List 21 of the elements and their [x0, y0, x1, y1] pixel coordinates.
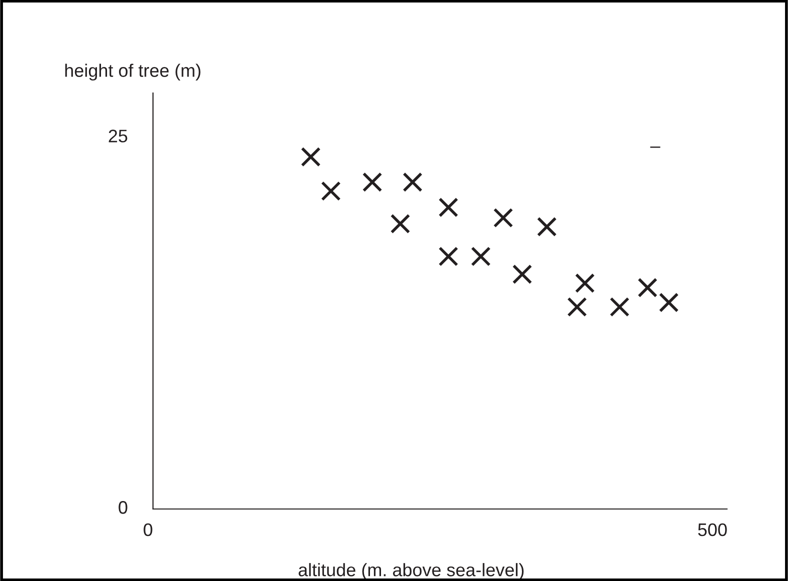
point [658, 292, 679, 312]
point [493, 208, 514, 228]
point [300, 146, 321, 167]
point [610, 297, 630, 317]
point [567, 297, 587, 317]
point [536, 216, 557, 237]
point [575, 273, 595, 294]
y-axis-title: height of tree (m) [65, 64, 200, 81]
point [638, 278, 658, 298]
point [321, 181, 341, 201]
point [470, 246, 491, 266]
point [438, 198, 458, 218]
annotation: – [650, 146, 660, 148]
point [512, 264, 532, 284]
point [390, 214, 410, 234]
point [362, 172, 382, 192]
y-tick-label: 25 [108, 130, 128, 142]
point [402, 172, 422, 192]
x-axis-title: altitude (m. above sea-level) [298, 563, 524, 580]
point [438, 246, 458, 266]
x-tick-label: 500 [698, 523, 727, 536]
